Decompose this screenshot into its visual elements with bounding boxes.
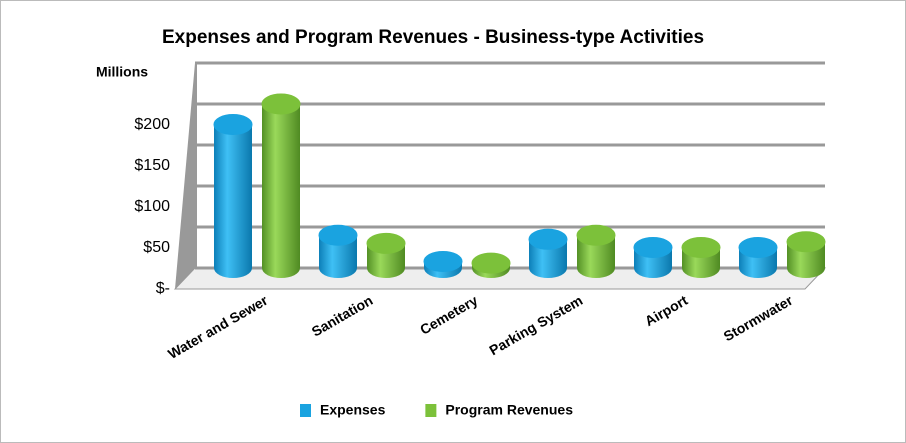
bar — [318, 224, 358, 278]
legend-label: Expenses — [320, 402, 386, 418]
bar — [738, 237, 778, 278]
y-tick-label: $150 — [134, 157, 170, 174]
bar — [366, 232, 406, 278]
cylinder-top — [576, 224, 616, 246]
cylinder-top — [213, 114, 253, 135]
cylinder-top — [786, 231, 826, 253]
cylinder-body — [214, 124, 252, 268]
legend-swatch — [300, 404, 311, 417]
cylinder-body — [262, 104, 300, 268]
cylinder-base — [634, 258, 672, 278]
cylinder-top — [528, 228, 568, 250]
bar — [786, 231, 826, 278]
left-wall — [175, 63, 197, 289]
cylinder-base — [262, 258, 300, 278]
cylinder-base — [319, 258, 357, 278]
y-tick-label: $50 — [143, 239, 170, 256]
bar — [576, 224, 616, 278]
bar — [423, 250, 463, 278]
bar — [213, 114, 253, 278]
cylinder-top — [261, 93, 301, 115]
bar — [528, 228, 568, 278]
legend-swatch — [425, 404, 437, 417]
bar — [681, 237, 721, 278]
cylinder-top — [366, 232, 406, 254]
cylinder-base — [739, 258, 777, 278]
y-tick-label: $100 — [134, 198, 170, 215]
y-tick-label: $- — [156, 280, 170, 297]
cylinder-top — [738, 237, 778, 258]
cylinder-top — [471, 252, 511, 274]
cylinder-top — [633, 237, 673, 258]
cylinder-base — [577, 258, 615, 278]
bar — [261, 93, 301, 278]
bar — [471, 252, 511, 278]
bar — [633, 237, 673, 278]
cylinder-top — [318, 224, 358, 246]
y-tick-label: $200 — [134, 116, 170, 133]
y-axis-label: Millions — [96, 64, 148, 80]
cylinder-base — [529, 258, 567, 278]
cylinder-base — [214, 258, 252, 278]
cylinder-top — [681, 237, 721, 258]
cylinder-base — [682, 258, 720, 278]
cylinder-top — [423, 250, 463, 272]
cylinder-base — [787, 258, 825, 278]
legend-label: Program Revenues — [445, 402, 573, 418]
cylinder-base — [367, 258, 405, 278]
chart-title: Expenses and Program Revenues - Business… — [162, 27, 704, 48]
